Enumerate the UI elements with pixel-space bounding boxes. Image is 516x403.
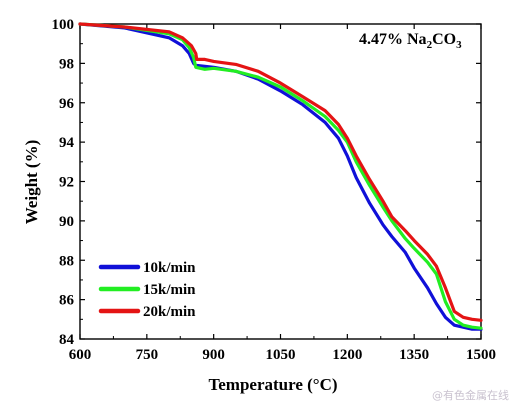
- x-tick-label: 1050: [266, 347, 296, 363]
- composition-annotation: 4.47% Na2CO3: [359, 31, 462, 51]
- legend-label-20k: 20k/min: [143, 304, 196, 320]
- x-tick-label: 1350: [399, 347, 429, 363]
- y-axis-title: Weight (%): [22, 140, 41, 225]
- tick-marks: [79, 23, 482, 340]
- legend: 10k/min 15k/min 20k/min: [98, 260, 196, 320]
- x-tick-label: 900: [202, 347, 225, 363]
- x-tick-label: 1200: [332, 347, 362, 363]
- x-tick-label: 750: [136, 347, 159, 363]
- y-tick-label: 92: [59, 175, 74, 191]
- x-tick-label: 600: [69, 347, 92, 363]
- series-lines: [78, 22, 483, 331]
- y-tick-label: 100: [52, 17, 75, 33]
- y-tick-label: 90: [59, 214, 74, 230]
- y-tick-label: 86: [59, 293, 75, 309]
- series-line-15k-min: [78, 22, 483, 330]
- x-tick-labels: 600 750 900 1050 1200 1350 1500: [69, 347, 496, 363]
- y-tick-label: 94: [59, 135, 75, 151]
- series-line-20k-min: [78, 22, 483, 322]
- legend-label-15k: 15k/min: [143, 282, 196, 298]
- series-line-10k-min: [78, 22, 483, 331]
- y-tick-label: 84: [59, 332, 75, 348]
- x-tick-label: 1500: [466, 347, 496, 363]
- y-tick-labels: 84 86 88 90 92 94 96 98 100: [52, 17, 75, 348]
- x-axis-title: Temperature (°C): [208, 375, 337, 394]
- watermark: @有色金属在线: [432, 388, 509, 402]
- y-tick-label: 96: [59, 96, 75, 112]
- plot-frame: [79, 23, 482, 340]
- legend-label-10k: 10k/min: [143, 260, 196, 276]
- y-tick-label: 98: [59, 56, 74, 72]
- y-tick-label: 88: [59, 253, 74, 269]
